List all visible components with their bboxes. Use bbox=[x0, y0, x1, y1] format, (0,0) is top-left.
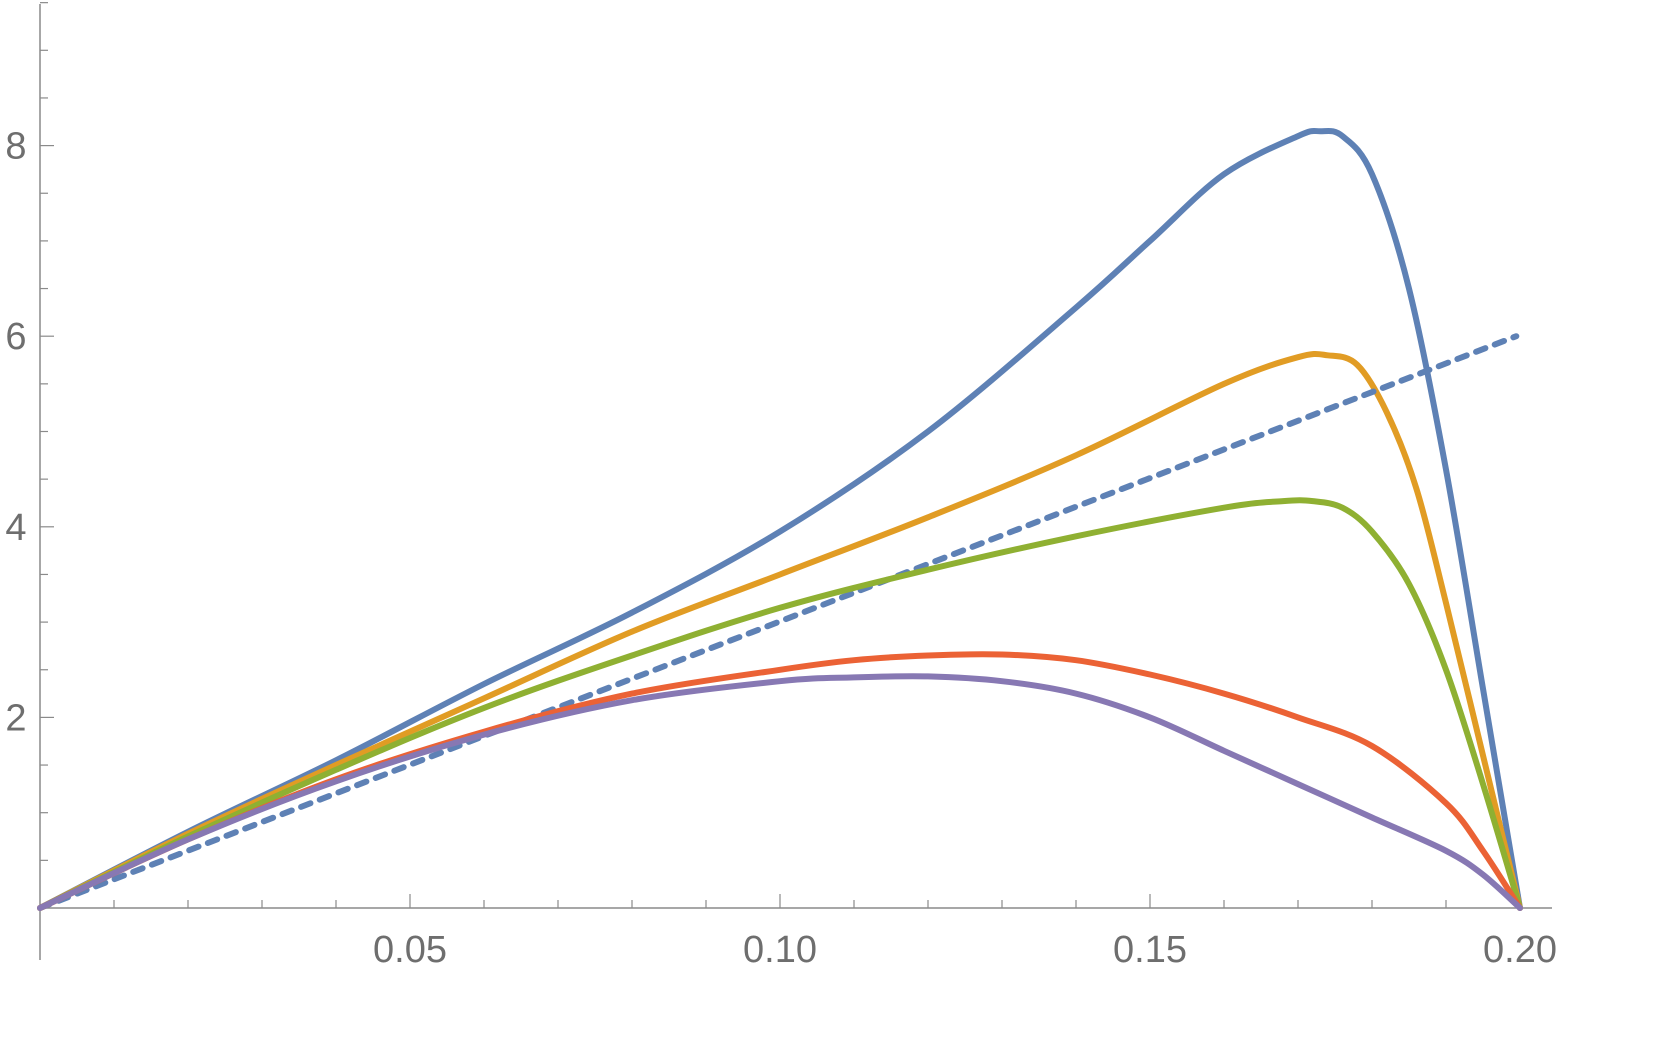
series-line-orange bbox=[37, 350, 1523, 911]
axes bbox=[39, 4, 1552, 960]
x-tick-label: 0.05 bbox=[373, 929, 447, 971]
tick-labels: 0.05 0.10 0.15 0.20 2 4 6 8 bbox=[5, 126, 1557, 971]
y-tick-label: 2 bbox=[5, 697, 26, 739]
series-lines bbox=[37, 127, 1523, 911]
x-tick-label: 0.10 bbox=[743, 929, 817, 971]
x-tick-label: 0.15 bbox=[1113, 929, 1187, 971]
series-line-green bbox=[37, 497, 1523, 911]
series-line-dotted bbox=[37, 333, 1520, 911]
x-tick-label: 0.20 bbox=[1483, 929, 1557, 971]
series-line-purple bbox=[37, 673, 1523, 911]
y-tick-label: 4 bbox=[5, 507, 26, 549]
series-line-blue bbox=[37, 127, 1523, 911]
y-tick-label: 8 bbox=[5, 126, 26, 168]
y-tick-label: 6 bbox=[5, 316, 26, 358]
